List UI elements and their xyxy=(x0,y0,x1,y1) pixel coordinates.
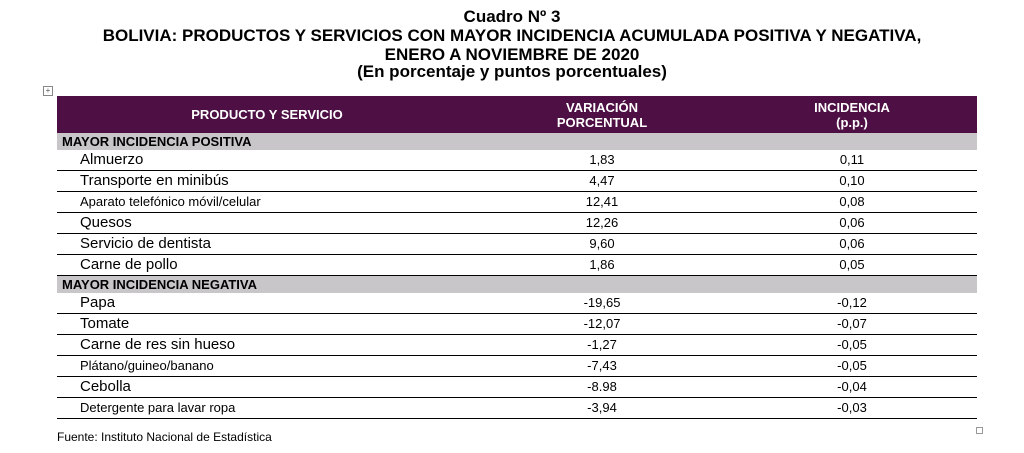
move-handle-icon[interactable]: + xyxy=(43,86,53,96)
incidencia-cell: 0,08 xyxy=(727,191,977,213)
table-period: ENERO A NOVIEMBRE DE 2020 xyxy=(384,45,640,64)
table-title: BOLIVIA: PRODUCTOS Y SERVICIOS CON MAYOR… xyxy=(102,26,922,45)
section-label: MAYOR INCIDENCIA NEGATIVA xyxy=(57,275,977,293)
producto-cell: Quesos xyxy=(57,212,477,234)
header-producto: PRODUCTO Y SERVICIO xyxy=(57,96,477,133)
section-label: MAYOR INCIDENCIA POSITIVA xyxy=(57,133,977,150)
incidencia-cell: -0,05 xyxy=(727,334,977,356)
variacion-cell: -7,43 xyxy=(477,355,727,377)
section-row-negativa: MAYOR INCIDENCIA NEGATIVA xyxy=(57,275,977,293)
header-incidencia-line2: (p.p.) xyxy=(836,114,868,130)
variacion-cell: -3,94 xyxy=(477,397,727,419)
table-row: Almuerzo 1,83 0,11 xyxy=(57,150,977,171)
incidencia-cell: -0,07 xyxy=(727,313,977,335)
variacion-cell: -1,27 xyxy=(477,334,727,356)
header-variacion-line1: VARIACIÓN xyxy=(566,99,638,115)
producto-cell: Tomate xyxy=(57,313,477,335)
incidencia-cell: -0,05 xyxy=(727,355,977,377)
table-row: Transporte en minibús 4,47 0,10 xyxy=(57,170,977,192)
header-variacion-line2: PORCENTUAL xyxy=(556,114,648,130)
variacion-cell: 12,41 xyxy=(477,191,727,213)
variacion-cell: 1,86 xyxy=(477,254,727,276)
incidencia-cell: -0,12 xyxy=(727,293,977,314)
producto-cell: Almuerzo xyxy=(57,150,477,171)
variacion-cell: -12,07 xyxy=(477,313,727,335)
table-units: (En porcentaje y puntos porcentuales) xyxy=(357,62,667,81)
incidencia-cell: 0,06 xyxy=(727,233,977,255)
header-variacion: VARIACIÓN PORCENTUAL xyxy=(477,96,727,133)
producto-cell: Carne de pollo xyxy=(57,254,477,276)
table-row: Servicio de dentista 9,60 0,06 xyxy=(57,233,977,255)
producto-cell: Servicio de dentista xyxy=(57,233,477,255)
table-row: Tomate -12,07 -0,07 xyxy=(57,313,977,335)
variacion-cell: 9,60 xyxy=(477,233,727,255)
producto-cell: Papa xyxy=(57,293,477,314)
incidencia-cell: 0,06 xyxy=(727,212,977,234)
variacion-cell: 1,83 xyxy=(477,150,727,171)
incidencia-cell: 0,05 xyxy=(727,254,977,276)
producto-cell: Carne de res sin hueso xyxy=(57,334,477,356)
producto-cell: Cebolla xyxy=(57,376,477,398)
variacion-cell: 12,26 xyxy=(477,212,727,234)
table-row: Quesos 12,26 0,06 xyxy=(57,212,977,234)
table-row: Carne de res sin hueso -1,27 -0,05 xyxy=(57,334,977,356)
table-row: Cebolla -8.98 -0,04 xyxy=(57,376,977,398)
resize-handle-icon[interactable] xyxy=(976,427,983,434)
incidencia-cell: -0,03 xyxy=(727,397,977,419)
table-row: Papa -19,65 -0,12 xyxy=(57,293,977,314)
producto-cell: Detergente para lavar ropa xyxy=(57,397,477,419)
variacion-cell: -8.98 xyxy=(477,376,727,398)
header-row: PRODUCTO Y SERVICIO VARIACIÓN PORCENTUAL… xyxy=(57,96,977,133)
producto-cell: Transporte en minibús xyxy=(57,170,477,192)
table-row: Carne de pollo 1,86 0,05 xyxy=(57,254,977,276)
source-note: Fuente: Instituto Nacional de Estadístic… xyxy=(57,430,272,444)
table-row: Detergente para lavar ropa -3,94 -0,03 xyxy=(57,397,977,419)
data-table: PRODUCTO Y SERVICIO VARIACIÓN PORCENTUAL… xyxy=(57,96,977,419)
table-row: Plátano/guineo/banano -7,43 -0,05 xyxy=(57,355,977,377)
section-row-positiva: MAYOR INCIDENCIA POSITIVA xyxy=(57,133,977,150)
table-row: Aparato telefónico móvil/celular 12,41 0… xyxy=(57,191,977,213)
producto-cell: Aparato telefónico móvil/celular xyxy=(57,191,477,213)
header-incidencia: INCIDENCIA (p.p.) xyxy=(727,96,977,133)
header-incidencia-line1: INCIDENCIA xyxy=(814,99,890,115)
incidencia-cell: 0,10 xyxy=(727,170,977,192)
incidencia-cell: -0,04 xyxy=(727,376,977,398)
variacion-cell: 4,47 xyxy=(477,170,727,192)
producto-cell: Plátano/guineo/banano xyxy=(57,355,477,377)
table-number: Cuadro Nº 3 xyxy=(463,7,561,26)
incidencia-cell: 0,11 xyxy=(727,150,977,171)
variacion-cell: -19,65 xyxy=(477,293,727,314)
title-block: Cuadro Nº 3 BOLIVIA: PRODUCTOS Y SERVICI… xyxy=(0,7,1024,81)
